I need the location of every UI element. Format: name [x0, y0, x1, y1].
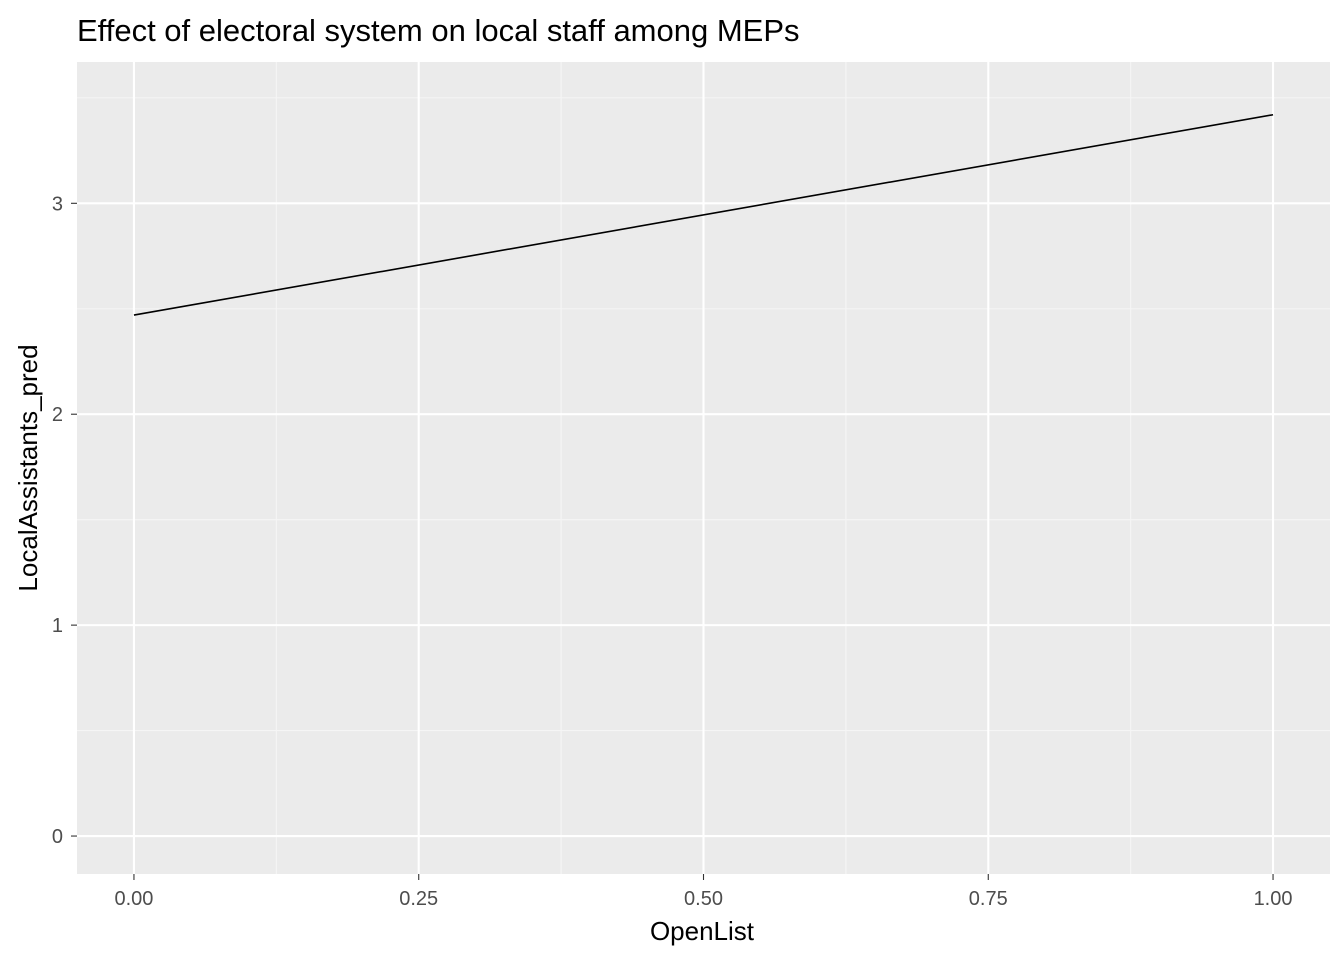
x-axis-title: OpenList — [650, 916, 755, 946]
x-tick-label: 0.25 — [399, 888, 438, 910]
y-axis-title: LocalAssistants_pred — [13, 344, 43, 591]
x-axis: 0.00 0.25 0.50 0.75 1.00 — [114, 874, 1293, 910]
y-axis: 0 1 2 3 — [52, 193, 77, 848]
x-tick-label: 1.00 — [1254, 888, 1293, 910]
series-line — [133, 113, 1274, 316]
chart-title: Effect of electoral system on local staf… — [77, 13, 800, 48]
series-layer — [133, 113, 1274, 316]
major-gridlines — [77, 62, 1330, 874]
x-tick-label: 0.75 — [969, 888, 1008, 910]
x-tick-label: 0.50 — [684, 888, 723, 910]
y-tick-label: 1 — [52, 615, 63, 637]
y-tick-label: 2 — [52, 404, 63, 426]
y-tick-label: 3 — [52, 193, 63, 215]
y-tick-label: 0 — [52, 826, 63, 848]
x-tick-label: 0.00 — [114, 888, 153, 910]
